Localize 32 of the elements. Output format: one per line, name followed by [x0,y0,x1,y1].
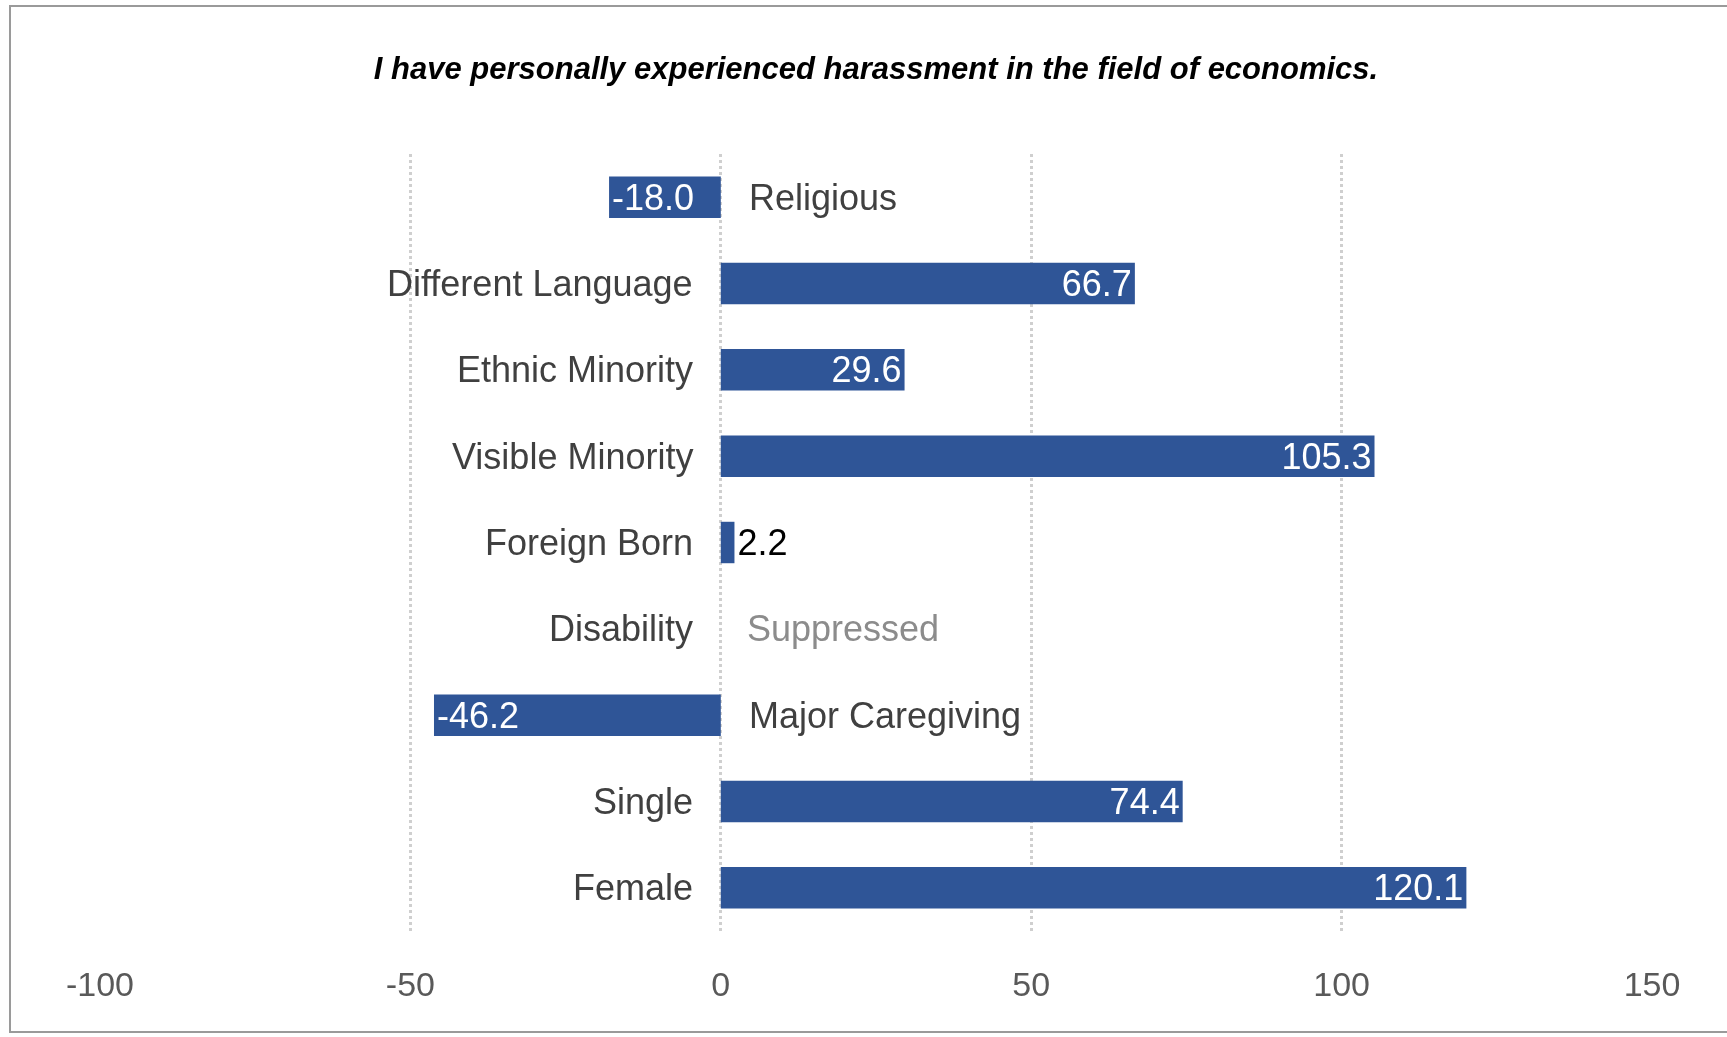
bar [720,262,1135,305]
y-tick-label: Disability [549,608,694,649]
x-tick-label: 0 [711,965,731,1003]
bar [720,435,1375,477]
y-tick-label: Foreign Born [485,522,694,563]
data-label: 74.4 [1109,781,1180,822]
bar [720,780,1183,823]
x-tick-label: 150 [1623,965,1681,1003]
y-tick-label: Single [593,781,694,822]
data-label: 66.7 [1061,263,1132,304]
data-label: -46.2 [436,694,520,736]
bar [720,521,735,564]
data-label: 2.2 [737,522,788,563]
text: Suppressed [747,608,940,649]
bar [433,694,721,736]
data-label: 29.6 [831,349,902,391]
x-tick-label: 100 [1313,965,1370,1003]
y-tick-label: Major Caregiving [749,695,1022,736]
x-tick-label: -100 [65,965,135,1003]
bar [720,867,1467,909]
y-tick-label: Ethnic Minority [457,349,694,390]
chart-title: I have personally experienced harassment in the field of economics. [373,51,1379,87]
y-tick-label: Different Language [387,263,693,304]
x-tick-label: -50 [385,965,435,1003]
data-label: 105.3 [1281,435,1372,477]
y-tick-label: Female [573,867,694,908]
data-label: 120.1 [1373,867,1464,909]
data-label: -18.0 [612,176,695,218]
y-tick-label: Visible Minority [452,436,694,477]
bar [720,349,905,391]
y-tick-label: Religious [749,177,898,218]
x-tick-label: 50 [1012,965,1051,1003]
